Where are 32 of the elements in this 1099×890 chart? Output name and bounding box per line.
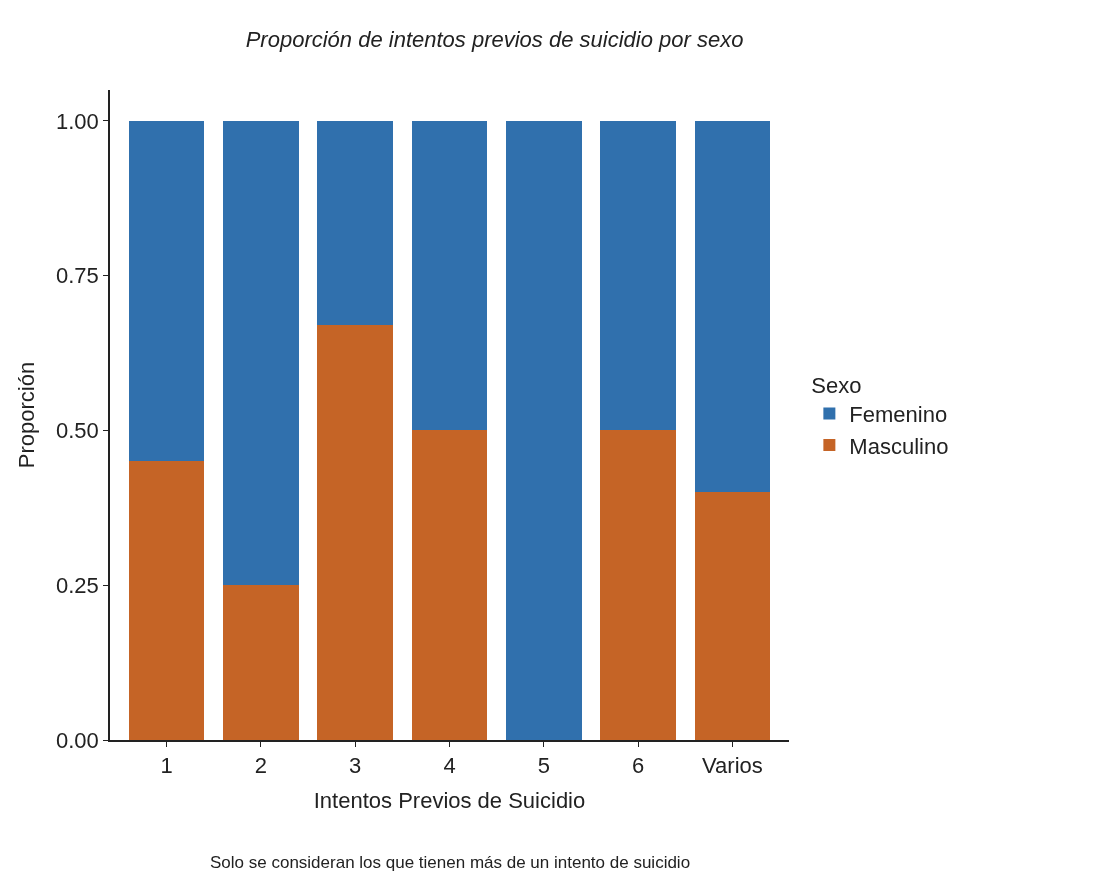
bar <box>600 430 676 740</box>
x-axis-title: Intentos Previos de Suicidio <box>313 787 586 813</box>
chart-title: Proporción de intentos previos de suicidio por sexo <box>245 26 744 52</box>
legend-title: Sexo <box>811 372 862 398</box>
legend-label: Masculino <box>849 433 949 459</box>
x-tick-label: 1 <box>160 753 173 779</box>
legend-label: Femenino <box>849 401 948 427</box>
x-tick-label: 4 <box>443 753 456 779</box>
bar <box>694 492 771 740</box>
bar <box>600 120 676 431</box>
bar <box>411 430 488 740</box>
bar <box>317 120 393 326</box>
x-tick-label: 3 <box>349 753 362 779</box>
y-tick-label: 0.00 <box>56 727 99 753</box>
bar <box>317 325 393 740</box>
bar <box>411 120 488 431</box>
bar <box>506 120 582 740</box>
x-tick-label: 6 <box>631 753 645 779</box>
y-tick-label: 0.25 <box>56 572 99 598</box>
bar <box>223 120 299 586</box>
y-axis-title: Proporción <box>14 361 40 469</box>
text: Solo se consideran los que tienen más de un intento de suicidio <box>210 853 691 872</box>
bar <box>128 461 205 740</box>
bar <box>223 585 299 740</box>
x-tick-label: Varios <box>702 753 763 779</box>
x-tick-label: 5 <box>537 753 550 779</box>
x-tick-label: 2 <box>254 753 268 779</box>
y-tick-label: 0.50 <box>56 418 99 444</box>
bar <box>128 120 205 462</box>
y-tick-label: 0.75 <box>56 263 99 289</box>
bar <box>694 120 771 493</box>
y-tick-label: 1.00 <box>56 108 99 134</box>
